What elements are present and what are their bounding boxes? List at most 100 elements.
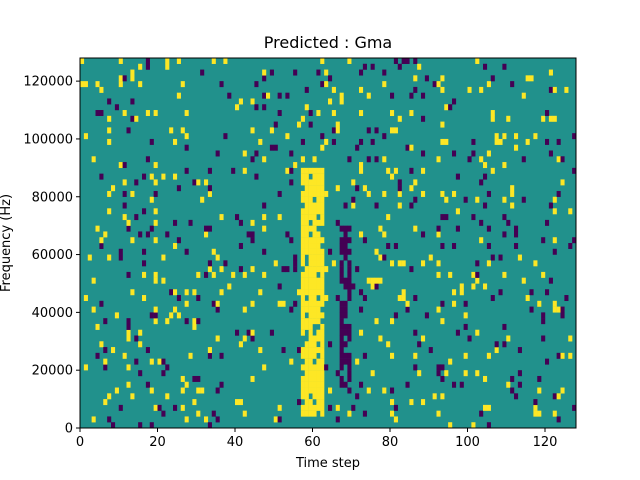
heatmap-cell — [378, 335, 383, 342]
heatmap-cell — [436, 225, 441, 232]
heatmap-cell — [308, 387, 313, 394]
heatmap-cell — [440, 375, 445, 382]
heatmap-cell — [366, 156, 371, 163]
heatmap-cell — [308, 271, 313, 278]
heatmap-cell — [262, 364, 267, 371]
heatmap-cell — [455, 208, 460, 215]
heatmap-cell — [126, 329, 131, 336]
heatmap-cell — [304, 323, 309, 330]
heatmap-cell — [548, 202, 553, 209]
heatmap-cell — [362, 237, 367, 244]
heatmap-cell — [339, 266, 344, 273]
heatmap-cell — [552, 306, 557, 313]
heatmap-cell — [207, 185, 212, 192]
heatmap-cell — [316, 318, 321, 325]
heatmap-cell — [548, 150, 553, 157]
heatmap-cell — [99, 173, 104, 180]
heatmap-cell — [444, 138, 449, 145]
heatmap-cell — [126, 127, 131, 134]
heatmap-cell — [405, 144, 410, 151]
heatmap-cell — [83, 295, 88, 302]
heatmap-cell — [242, 335, 247, 342]
heatmap-cell — [343, 312, 348, 319]
heatmap-cell — [498, 254, 503, 261]
heatmap-cell — [339, 358, 344, 365]
heatmap-cell — [262, 214, 267, 221]
heatmap-cell — [304, 179, 309, 186]
heatmap-cell — [343, 358, 348, 365]
heatmap-cell — [359, 381, 364, 388]
heatmap-cell — [397, 179, 402, 186]
heatmap-cell — [114, 312, 119, 319]
heatmap-cell — [293, 300, 298, 307]
heatmap-cell — [273, 121, 278, 128]
heatmap-cell — [409, 399, 414, 406]
heatmap-cell — [548, 69, 553, 76]
heatmap-cell — [269, 144, 274, 151]
heatmap-cell — [475, 329, 480, 336]
heatmap-cell — [161, 370, 166, 377]
heatmap-cell — [95, 81, 100, 88]
heatmap-cell — [304, 347, 309, 354]
heatmap-cell — [316, 202, 321, 209]
heatmap-cell — [300, 352, 305, 359]
heatmap-cell — [413, 295, 418, 302]
heatmap-cell — [374, 156, 379, 163]
heatmap-cell — [490, 115, 495, 122]
heatmap-cell — [165, 231, 170, 238]
heatmap-cell — [382, 156, 387, 163]
heatmap-cell — [483, 63, 488, 70]
heatmap-cell — [316, 110, 321, 117]
heatmap-cell — [180, 387, 185, 394]
heatmap-cell — [111, 185, 116, 192]
heatmap-cell — [421, 335, 426, 342]
heatmap-cell — [293, 260, 298, 267]
heatmap-cell — [421, 399, 426, 406]
heatmap-cell — [320, 335, 325, 342]
heatmap-cell — [184, 248, 189, 255]
x-tick-label: 120 — [533, 435, 558, 450]
heatmap-cell — [397, 185, 402, 192]
heatmap-cell — [483, 375, 488, 382]
heatmap-cell — [514, 144, 519, 151]
heatmap-cell — [316, 219, 321, 226]
heatmap-cell — [304, 318, 309, 325]
heatmap-cell — [436, 271, 441, 278]
heatmap-cell — [502, 162, 507, 169]
heatmap-cell — [91, 416, 96, 423]
heatmap-cell — [281, 266, 286, 273]
y-tick-label: 120000 — [23, 75, 73, 90]
heatmap-cell — [95, 352, 100, 359]
heatmap-cell — [250, 231, 255, 238]
heatmap-cell — [157, 404, 162, 411]
heatmap-cell — [347, 410, 352, 417]
heatmap-cell — [254, 104, 259, 111]
heatmap-cell — [304, 277, 309, 284]
heatmap-cell — [339, 225, 344, 232]
heatmap-cell — [343, 277, 348, 284]
heatmap-cell — [320, 81, 325, 88]
heatmap-cell — [312, 254, 317, 261]
heatmap-cell — [572, 404, 577, 411]
heatmap-cell — [494, 138, 499, 145]
heatmap-cell — [262, 271, 267, 278]
heatmap-cell — [103, 399, 108, 406]
heatmap-cell — [316, 237, 321, 244]
heatmap-cell — [300, 231, 305, 238]
heatmap-cell — [211, 300, 216, 307]
heatmap-cell — [196, 387, 201, 394]
heatmap-cell — [312, 208, 317, 215]
heatmap-cell — [335, 370, 340, 377]
heatmap-cell — [145, 58, 150, 64]
heatmap-cell — [304, 237, 309, 244]
heatmap-cell — [428, 254, 433, 261]
heatmap-cell — [300, 364, 305, 371]
heatmap-cell — [413, 58, 418, 64]
heatmap-cell — [273, 416, 278, 423]
heatmap-cell — [440, 138, 445, 145]
heatmap-cell — [304, 375, 309, 382]
heatmap-cell — [99, 300, 104, 307]
heatmap-cell — [436, 410, 441, 417]
heatmap-cell — [289, 306, 294, 313]
heatmap-cell — [339, 243, 344, 249]
